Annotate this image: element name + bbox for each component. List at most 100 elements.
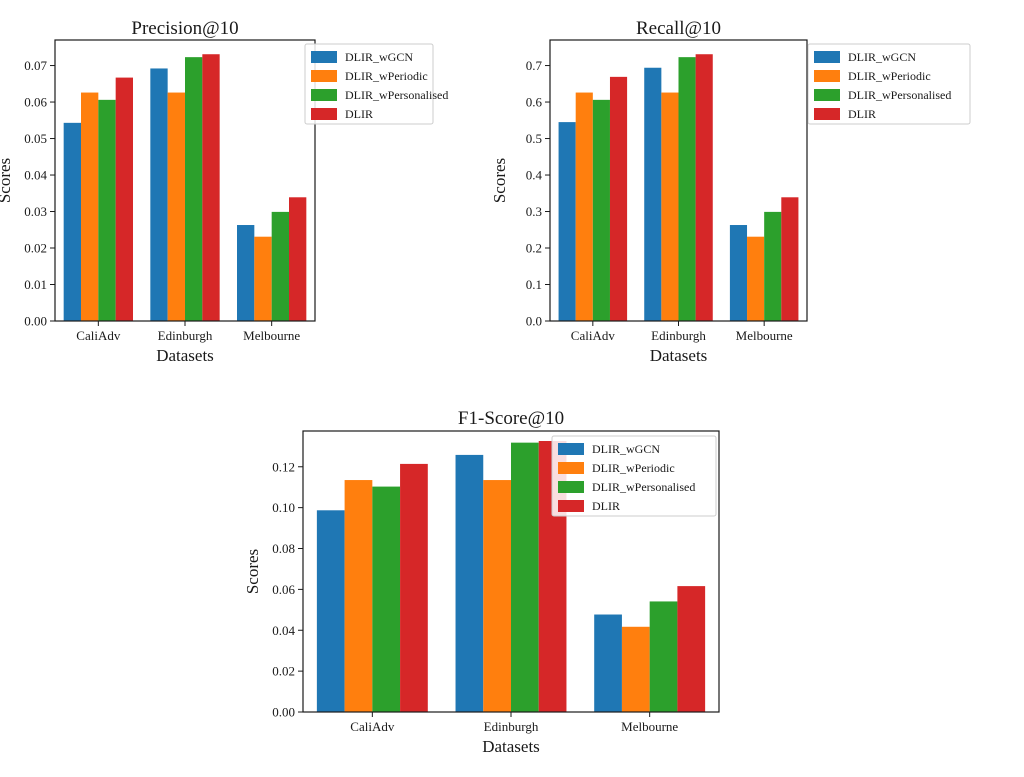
legend-swatch-dlir_wperiodic xyxy=(814,70,840,82)
x-tick-label-caliadv: CaliAdv xyxy=(76,328,121,343)
legend-label-dlir_wperiodic: DLIR_wPeriodic xyxy=(848,69,931,83)
bar-dlir_wpersonalised-melbourne xyxy=(271,211,289,321)
y-tick-label: 0.08 xyxy=(272,541,295,556)
bar-dlir_wperiodic-edinburgh xyxy=(483,480,511,712)
y-axis-label: Scores xyxy=(490,158,509,203)
bar-dlir_wpersonalised-caliadv xyxy=(98,99,116,321)
legend: DLIR_wGCN DLIR_wPeriodic DLIR_wPersonalise… xyxy=(304,43,448,125)
bar-dlir_wpersonalised-edinburgh xyxy=(678,57,696,322)
bar-dlir-caliadv xyxy=(115,77,133,321)
bar-dlir_wpersonalised-edinburgh xyxy=(511,442,539,712)
y-tick-label: 0.1 xyxy=(526,277,542,292)
legend-swatch-dlir_wgcn xyxy=(558,443,584,455)
legend-label-dlir_wgcn: DLIR_wGCN xyxy=(848,50,916,64)
x-tick-label-edinburgh: Edinburgh xyxy=(484,719,539,734)
y-tick-label: 0.06 xyxy=(272,582,295,597)
y-tick-label: 0.4 xyxy=(526,168,543,183)
legend-label-dlir_wpersonalised: DLIR_wPersonalised xyxy=(848,88,951,102)
x-tick-label-melbourne: Melbourne xyxy=(621,719,678,734)
y-tick-label: 0.04 xyxy=(272,623,295,638)
y-tick-label: 0.01 xyxy=(24,277,47,292)
x-tick-label-melbourne: Melbourne xyxy=(736,328,793,343)
legend-swatch-dlir_wgcn xyxy=(814,51,840,63)
bar-dlir_wgcn-melbourne xyxy=(594,614,622,712)
y-tick-label: 0.02 xyxy=(24,241,47,256)
bar-dlir_wgcn-caliadv xyxy=(558,122,576,321)
bar-dlir_wperiodic-melbourne xyxy=(254,236,272,321)
x-tick-label-edinburgh: Edinburgh xyxy=(651,328,706,343)
recall-chart: 0.0 0.1 0.2 0.3 0.4 0.5 0.6 0.7 CaliAdv Edinburgh… xyxy=(490,18,971,365)
legend-label-dlir_wgcn: DLIR_wGCN xyxy=(592,442,660,456)
bar-dlir_wperiodic-caliadv xyxy=(344,480,373,712)
legend-swatch-dlir_wpersonalised xyxy=(311,89,337,101)
bar-dlir_wgcn-edinburgh xyxy=(150,68,168,322)
legend-label-dlir_wpersonalised: DLIR_wPersonalised xyxy=(345,88,448,102)
bar-dlir_wpersonalised-melbourne xyxy=(764,211,782,321)
x-tick-label-caliadv: CaliAdv xyxy=(571,328,616,343)
chart-title: Precision@10 xyxy=(131,18,238,39)
x-tick-label-edinburgh: Edinburgh xyxy=(158,328,213,343)
legend-swatch-dlir_wperiodic xyxy=(558,462,584,474)
bar-dlir-melbourne xyxy=(289,197,307,321)
y-tick-label: 0.7 xyxy=(526,58,543,73)
legend-swatch-dlir_wpersonalised xyxy=(558,481,584,493)
bar-dlir_wperiodic-caliadv xyxy=(81,92,99,321)
legend-label-dlir: DLIR xyxy=(848,107,876,121)
x-axis-label: Datasets xyxy=(156,346,214,365)
bar-dlir-edinburgh xyxy=(695,54,713,321)
y-axis-label: Scores xyxy=(243,549,262,594)
x-axis-label: Datasets xyxy=(650,346,708,365)
bar-dlir_wpersonalised-caliadv xyxy=(592,99,610,321)
bar-dlir_wgcn-edinburgh xyxy=(455,454,484,712)
chart-title: Recall@10 xyxy=(636,18,721,39)
bar-dlir_wpersonalised-melbourne xyxy=(649,601,678,712)
f1-score-chart: 0.00 0.02 0.04 0.06 0.08 0.10 0.12 CaliAdv Edinb… xyxy=(243,408,720,756)
legend: DLIR_wGCN DLIR_wPeriodic DLIR_wPersonalise… xyxy=(551,435,717,517)
bar-dlir_wperiodic-edinburgh xyxy=(167,92,185,321)
x-tick-label-melbourne: Melbourne xyxy=(243,328,300,343)
bar-dlir-edinburgh xyxy=(202,54,220,321)
y-tick-label: 0.5 xyxy=(526,131,542,146)
bar-dlir_wperiodic-melbourne xyxy=(747,236,765,321)
bar-dlir_wpersonalised-caliadv xyxy=(372,486,401,712)
bar-dlir_wgcn-melbourne xyxy=(237,225,255,321)
legend-label-dlir: DLIR xyxy=(345,107,373,121)
chart-title: F1-Score@10 xyxy=(458,408,564,429)
y-tick-label: 0.06 xyxy=(24,95,47,110)
bar-dlir_wpersonalised-edinburgh xyxy=(185,57,203,322)
legend-box xyxy=(807,43,971,125)
bar-dlir_wgcn-edinburgh xyxy=(644,67,662,322)
y-tick-label: 0.03 xyxy=(24,204,47,219)
bar-dlir_wgcn-caliadv xyxy=(316,510,345,712)
legend-label-dlir: DLIR xyxy=(592,499,620,513)
y-tick-label: 0.00 xyxy=(272,705,295,720)
y-tick-label: 0.04 xyxy=(24,168,47,183)
legend-swatch-dlir_wpersonalised xyxy=(814,89,840,101)
y-tick-label: 0.10 xyxy=(272,500,295,515)
y-tick-label: 0.0 xyxy=(526,314,542,329)
legend-label-dlir_wperiodic: DLIR_wPeriodic xyxy=(345,69,428,83)
legend-label-dlir_wpersonalised: DLIR_wPersonalised xyxy=(592,480,695,494)
bar-dlir_wgcn-caliadv xyxy=(63,122,81,321)
precision-chart: 0.00 0.01 0.02 0.03 0.04 0.05 0.06 0.07 CaliAdv E… xyxy=(0,18,448,365)
bar-dlir-melbourne xyxy=(781,197,799,321)
legend-swatch-dlir_wperiodic xyxy=(311,70,337,82)
legend-box xyxy=(304,43,434,125)
x-axis-label: Datasets xyxy=(482,737,540,756)
y-tick-label: 0.6 xyxy=(526,95,543,110)
bar-dlir_wgcn-melbourne xyxy=(729,225,748,321)
bar-dlir-caliadv xyxy=(609,76,628,321)
legend-box xyxy=(551,435,717,517)
bar-dlir_wperiodic-melbourne xyxy=(621,626,650,712)
y-tick-label: 0.00 xyxy=(24,314,47,329)
y-tick-label: 0.05 xyxy=(24,131,47,146)
x-tick-label-caliadv: CaliAdv xyxy=(350,719,395,734)
legend-label-dlir_wgcn: DLIR_wGCN xyxy=(345,50,413,64)
legend-label-dlir_wperiodic: DLIR_wPeriodic xyxy=(592,461,675,475)
bar-dlir_wperiodic-caliadv xyxy=(575,92,593,321)
y-tick-label: 0.2 xyxy=(526,241,542,256)
bar-dlir-caliadv xyxy=(400,463,428,712)
bar-dlir-melbourne xyxy=(677,586,706,712)
y-axis-label: Scores xyxy=(0,158,14,203)
